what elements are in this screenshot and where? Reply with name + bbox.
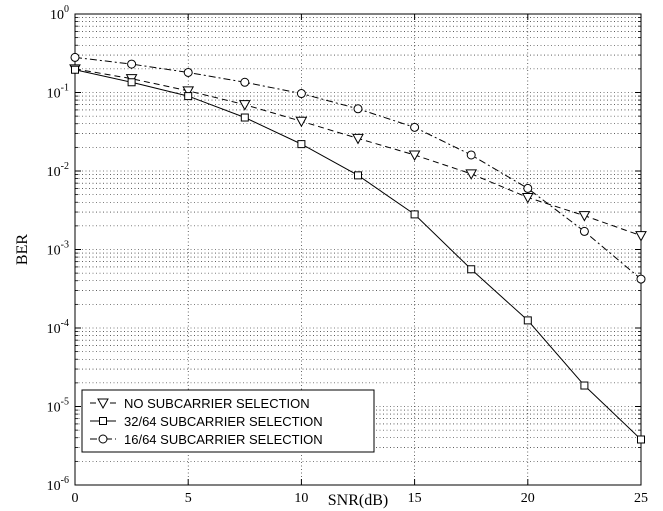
data-point-circle: [70, 52, 80, 62]
data-point-square: [580, 381, 589, 390]
y-axis-label: BER: [14, 234, 31, 265]
data-point-circle: [240, 77, 250, 87]
legend-label: NO SUBCARRIER SELECTION: [124, 396, 310, 411]
series-line-1: [74, 68, 642, 237]
data-point-square: [240, 113, 249, 122]
legend: NO SUBCARRIER SELECTION 32/64 SUBCARRIER …: [81, 389, 375, 453]
x-tick-label: 5: [185, 491, 192, 506]
legend-box: [81, 389, 375, 453]
data-point-triangle: [635, 231, 647, 242]
y-tick-label: 10-5: [47, 397, 69, 416]
data-point-square: [99, 417, 107, 425]
x-tick-label: 15: [408, 491, 422, 506]
y-tick-label: 10-2: [47, 161, 69, 180]
y-tick-label: 100: [50, 4, 69, 23]
series-line-3: [74, 56, 642, 280]
data-point-square: [523, 316, 532, 325]
x-tick-label: 10: [294, 491, 308, 506]
legend-label: 16/64 SUBCARRIER SELECTION: [124, 432, 323, 447]
data-point-triangle: [352, 133, 364, 145]
data-point-square: [467, 265, 476, 274]
x-tick-labels: 0 5 10 15 20 25: [72, 491, 649, 506]
y-tick-label: 10-6: [47, 475, 69, 494]
data-point-triangle: [238, 100, 251, 111]
data-point-triangle: [465, 169, 478, 180]
series-line-2: [74, 69, 642, 440]
y-tick-labels: 10-6 10-5 10-4 10-3 10-2 10-1 100: [47, 4, 69, 494]
data-point-triangle: [521, 192, 534, 204]
legend-item: 16/64 SUBCARRIER SELECTION: [90, 432, 323, 447]
data-point-circle: [579, 226, 589, 236]
legend-item: 32/64 SUBCARRIER SELECTION: [90, 414, 323, 429]
x-tick-label: 20: [521, 491, 535, 506]
data-point-square: [637, 435, 645, 444]
legend-label: 32/64 SUBCARRIER SELECTION: [124, 414, 323, 429]
data-point-circle: [127, 59, 137, 69]
x-tick-label: 0: [72, 491, 79, 506]
series-2: [71, 65, 645, 444]
data-point-square: [297, 140, 306, 149]
x-tick-label: 25: [634, 491, 648, 506]
data-point-square: [127, 78, 136, 87]
x-axis-label: SNR(dB): [328, 492, 388, 509]
data-point-square: [410, 210, 419, 219]
y-tick-label: 10-3: [47, 240, 69, 259]
data-point-triangle: [295, 116, 308, 128]
legend-item: NO SUBCARRIER SELECTION: [90, 396, 310, 411]
data-point-circle: [410, 122, 420, 132]
data-point-triangle: [408, 150, 421, 162]
data-point-square: [354, 171, 362, 180]
series-1: [69, 64, 647, 242]
data-point-circle: [183, 67, 193, 77]
data-point-triangle: [182, 86, 195, 97]
y-tick-label: 10-4: [47, 318, 69, 337]
series-layer: [69, 52, 647, 444]
data-point-circle: [296, 89, 306, 99]
data-point-triangle: [578, 211, 591, 222]
data-point-circle: [523, 183, 533, 193]
data-point-circle: [353, 104, 363, 114]
y-tick-label: 10-1: [47, 83, 69, 102]
data-point-triangle: [97, 398, 109, 410]
data-point-circle: [98, 434, 108, 444]
data-point-circle: [636, 274, 646, 284]
data-point-square: [71, 65, 79, 74]
data-point-circle: [466, 150, 476, 160]
data-point-square: [184, 92, 193, 101]
tick-marks: [74, 13, 642, 486]
series-3: [70, 52, 646, 284]
